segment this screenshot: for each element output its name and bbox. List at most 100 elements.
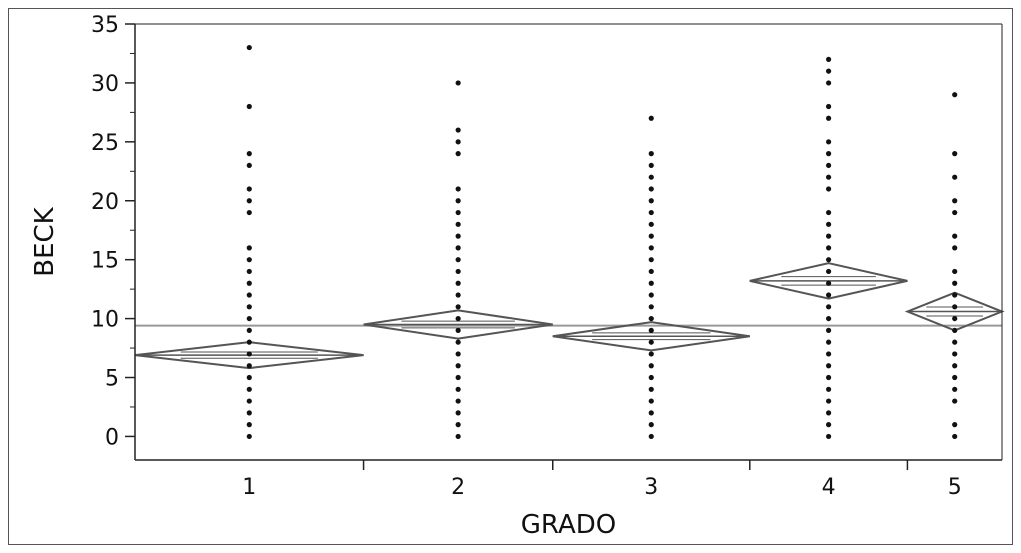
oneway-chart: 1 2 3 4 5 0 5 10 15 20 25 30 35 GRADO BECK	[30, 13, 1005, 540]
data-point	[246, 351, 252, 357]
x-tick-label: 4	[822, 475, 836, 500]
data-point	[648, 351, 654, 357]
data-point	[952, 398, 958, 404]
data-point	[455, 139, 461, 145]
data-point	[648, 422, 654, 428]
data-point	[952, 315, 958, 322]
chart-frame: 1 2 3 4 5 0 5 10 15 20 25 30 35 GRADO BECK	[8, 8, 1013, 545]
data-point	[648, 151, 654, 157]
data-point	[952, 363, 958, 369]
data-point	[246, 280, 252, 286]
data-point	[246, 339, 252, 345]
data-point	[246, 304, 252, 310]
data-point	[246, 363, 252, 369]
data-point	[952, 280, 958, 286]
data-point	[648, 115, 654, 121]
y-axis-label: BECK	[30, 206, 60, 276]
data-point	[246, 315, 252, 322]
data-point	[952, 386, 958, 392]
data-point	[648, 174, 654, 180]
data-point	[952, 339, 958, 345]
data-point	[455, 304, 461, 310]
data-point	[648, 292, 654, 298]
x-tick-label: 3	[644, 475, 658, 500]
data-point	[246, 103, 252, 110]
data-point	[826, 374, 832, 381]
data-point	[246, 327, 252, 333]
data-point	[648, 410, 654, 416]
data-point	[246, 151, 252, 157]
data-point	[455, 233, 461, 239]
data-point	[952, 151, 958, 157]
data-point	[455, 268, 461, 275]
data-point	[952, 433, 958, 440]
data-point	[648, 221, 654, 227]
data-point	[246, 162, 252, 169]
data-point	[826, 280, 832, 286]
data-point	[826, 292, 832, 298]
data-point	[648, 374, 654, 381]
data-point	[952, 292, 958, 298]
data-point	[826, 257, 832, 263]
data-point	[826, 422, 832, 428]
axes: 1 2 3 4 5 0 5 10 15 20 25 30 35	[91, 13, 1003, 500]
x-tick-label: 5	[948, 475, 962, 500]
data-point	[826, 151, 832, 157]
data-point	[826, 103, 832, 110]
data-point	[826, 315, 832, 322]
y-tick-label: 20	[91, 190, 119, 215]
data-point	[826, 410, 832, 416]
data-point	[826, 233, 832, 239]
x-tick-label: 2	[451, 475, 465, 500]
data-point	[648, 268, 654, 275]
data-point	[455, 327, 461, 333]
data-point	[648, 398, 654, 404]
data-point	[648, 162, 654, 169]
data-point	[648, 198, 654, 204]
data-point	[826, 245, 832, 251]
data-point	[826, 115, 832, 121]
data-point	[826, 339, 832, 345]
data-point	[455, 292, 461, 298]
data-point	[246, 209, 252, 216]
data-point	[826, 398, 832, 404]
data-point	[648, 433, 654, 440]
data-point	[648, 280, 654, 286]
data-point	[455, 386, 461, 392]
data-point	[826, 386, 832, 392]
data-point	[246, 44, 252, 51]
data-point	[952, 233, 958, 239]
data-point	[246, 374, 252, 381]
data-point	[826, 363, 832, 369]
x-tick-label: 1	[242, 475, 256, 500]
data-point	[455, 209, 461, 216]
data-point	[826, 327, 832, 333]
data-point	[648, 386, 654, 392]
data-point	[952, 304, 958, 310]
data-point	[826, 68, 832, 74]
data-point	[455, 280, 461, 286]
data-point	[648, 186, 654, 192]
data-point	[826, 162, 832, 169]
data-point	[648, 339, 654, 345]
data-point	[826, 351, 832, 357]
data-point	[826, 304, 832, 310]
data-point	[952, 174, 958, 180]
y-tick-label: 5	[105, 367, 119, 392]
data-point	[455, 198, 461, 204]
plot-area	[134, 44, 1005, 440]
data-point	[952, 422, 958, 428]
data-point	[246, 245, 252, 251]
data-point	[455, 257, 461, 263]
data-point	[648, 257, 654, 263]
data-point	[246, 198, 252, 204]
data-point	[246, 422, 252, 428]
data-point	[455, 186, 461, 192]
data-point	[455, 374, 461, 381]
data-point	[648, 245, 654, 251]
data-point	[455, 410, 461, 416]
y-tick-label: 25	[91, 131, 119, 156]
y-tick-label: 10	[91, 308, 119, 333]
data-point	[246, 268, 252, 275]
data-point	[648, 315, 654, 322]
